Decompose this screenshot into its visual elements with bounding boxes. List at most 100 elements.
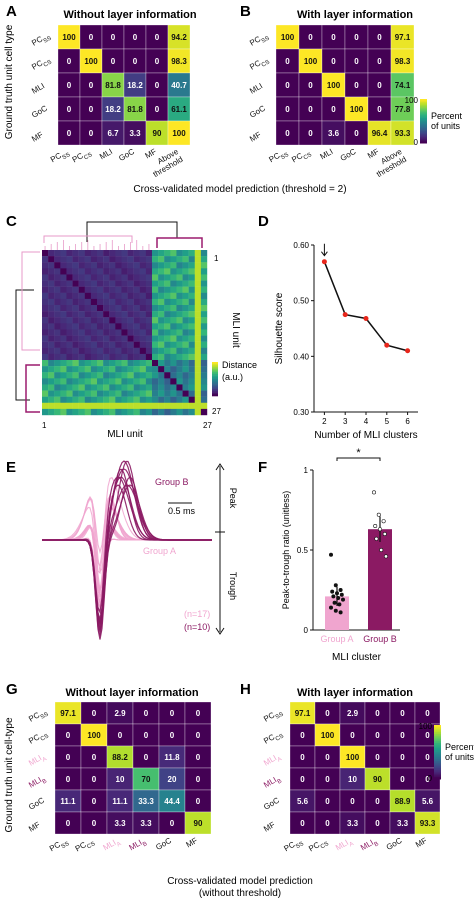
distance-cell [103, 353, 110, 361]
matrix-cell [414, 811, 441, 835]
distance-cell [158, 335, 165, 342]
distance-cell [103, 323, 110, 330]
distance-cell [90, 335, 98, 342]
distance-cell [152, 396, 159, 403]
distance-cell [72, 262, 79, 269]
distance-cell [54, 268, 61, 275]
distance-cell [133, 347, 140, 355]
distance-cell [164, 280, 171, 287]
data-point [328, 605, 333, 610]
matrix-row-label: PCCS [262, 728, 285, 748]
matrix-cell-value: 2.9 [347, 709, 359, 718]
matrix-cell-value: 100 [346, 753, 360, 762]
distance-cell [121, 311, 128, 318]
data-point [383, 554, 388, 559]
distance-cell [121, 360, 128, 367]
distance-cell [121, 298, 128, 306]
matrix-cell-value: 77.8 [395, 105, 411, 114]
matrix-cell [184, 811, 212, 835]
distance-cell [152, 408, 159, 416]
matrix-col-label-text: PC [282, 840, 296, 853]
matrix-cell-value: 0 [325, 709, 330, 718]
matrix-cell-value: 0 [285, 81, 290, 90]
distance-cell [42, 408, 49, 416]
distance-cell [200, 378, 208, 385]
matrix-row-label: MLI [248, 81, 264, 95]
data-point [328, 552, 333, 557]
distance-cell [66, 250, 73, 257]
distance-cell [54, 378, 61, 385]
distance-cell [164, 250, 171, 257]
distance-cell [194, 347, 202, 355]
colorbar-segment [434, 775, 441, 778]
matrix-col-label: MF [184, 836, 199, 850]
matrix-cell-value: 11.8 [164, 753, 180, 762]
matrix-col-label: MLI [98, 147, 114, 161]
distance-cell [60, 305, 67, 312]
distance-cell [127, 256, 134, 263]
panel-e-group-b-label: Group B [155, 477, 189, 487]
data-point [373, 523, 378, 528]
distance-cell [121, 274, 128, 281]
distance-cell [103, 378, 110, 385]
distance-cell [121, 268, 128, 275]
distance-cell [188, 280, 195, 287]
distance-cell [182, 372, 189, 379]
x-tick-label: 5 [385, 417, 390, 426]
distance-cell [115, 274, 122, 281]
distance-cell [78, 378, 85, 385]
distance-cell [78, 329, 85, 336]
distance-colorbar-segment [212, 377, 218, 380]
distance-cell [139, 341, 147, 348]
matrix-row-label: MLIB [262, 773, 283, 792]
distance-cell [139, 262, 147, 269]
matrix-col-label-sub: SS [61, 841, 71, 850]
distance-cell [103, 390, 110, 397]
matrix-cell-value: 0 [196, 797, 201, 806]
distance-cell [170, 353, 177, 361]
matrix-cell-value: 0 [331, 57, 336, 66]
distance-cell [84, 286, 92, 293]
distance-cell [152, 268, 159, 275]
distance-cell [60, 353, 67, 361]
distance-cell [42, 292, 49, 300]
distance-cell [60, 335, 67, 342]
distance-cell [90, 317, 98, 324]
distance-cell [54, 360, 61, 367]
matrix-row-label-sub: CS [40, 733, 50, 742]
distance-cell [84, 390, 92, 397]
distance-cell [42, 274, 49, 281]
distance-cell [182, 329, 189, 336]
matrix-row-label-sub: SS [40, 712, 50, 721]
panel-e-waveforms [42, 460, 225, 640]
matrix-cell-value: 5.6 [422, 797, 434, 806]
distance-colorbar-segment [212, 379, 218, 381]
distance-cell [152, 274, 159, 281]
matrix-col-label-text: PC [48, 840, 62, 853]
distance-cell [164, 323, 171, 330]
distance-cell [188, 311, 195, 318]
distance-cell [84, 311, 92, 318]
panel-h-title: With layer information [297, 687, 413, 699]
distance-cell [152, 335, 159, 342]
distance-cell [158, 274, 165, 281]
distance-cell [103, 292, 110, 300]
distance-cell [54, 262, 61, 269]
distance-cell [97, 384, 104, 391]
distance-cell [152, 390, 159, 397]
y-tick-label: 0 [304, 626, 309, 635]
matrix-cell-value: 0 [400, 709, 405, 718]
distance-cell [139, 396, 147, 403]
distance-cell [139, 256, 147, 263]
distance-cell [176, 256, 183, 263]
distance-cell [60, 311, 67, 318]
distance-cell [200, 317, 208, 324]
distance-cell [97, 335, 104, 342]
matrix-col-label-sub: B [374, 841, 380, 848]
distance-cell [145, 360, 153, 367]
distance-cell [188, 298, 195, 306]
matrix-cell-value: 100 [350, 105, 364, 114]
distance-cell [164, 262, 171, 269]
matrix-row-label-sub: CS [43, 59, 53, 68]
distance-cell [158, 366, 165, 373]
